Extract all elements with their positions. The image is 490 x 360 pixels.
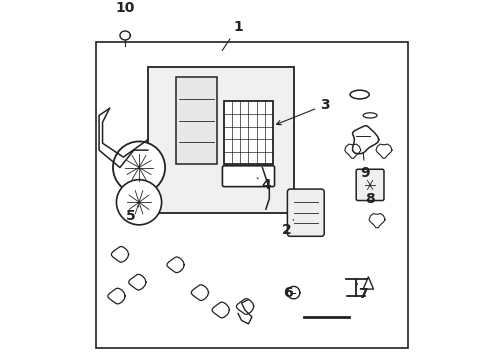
Bar (147, 67, 294, 213)
Bar (96, 42, 408, 348)
Circle shape (113, 141, 165, 194)
FancyBboxPatch shape (356, 169, 384, 201)
Text: 6: 6 (284, 285, 293, 300)
Ellipse shape (350, 90, 369, 99)
Text: 2: 2 (282, 220, 294, 237)
Text: 5: 5 (125, 206, 139, 223)
Bar (224, 102, 273, 164)
FancyBboxPatch shape (222, 166, 274, 186)
Bar (175, 77, 217, 164)
Ellipse shape (363, 113, 377, 118)
Text: 7: 7 (356, 282, 368, 301)
FancyBboxPatch shape (288, 189, 324, 236)
Text: 8: 8 (365, 185, 375, 206)
Circle shape (117, 180, 162, 225)
Text: 3: 3 (276, 98, 330, 125)
Text: 1: 1 (222, 20, 243, 50)
Text: 10: 10 (116, 1, 135, 15)
Text: 4: 4 (257, 178, 270, 192)
Text: 9: 9 (360, 153, 369, 180)
